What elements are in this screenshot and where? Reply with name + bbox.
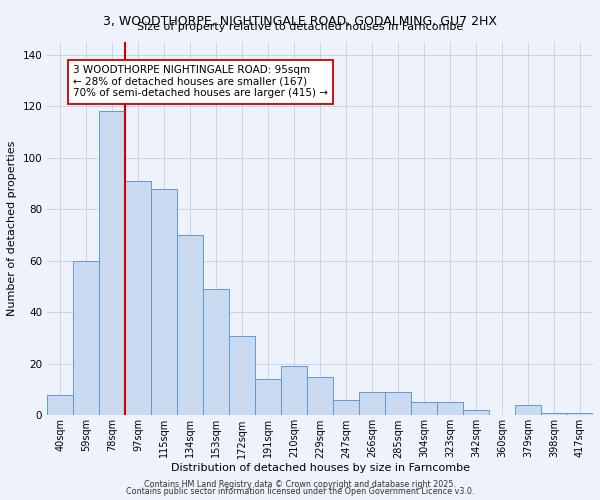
Bar — [151, 188, 177, 416]
Bar — [567, 413, 593, 416]
Bar — [177, 235, 203, 416]
Bar — [307, 376, 333, 416]
Text: 3 WOODTHORPE NIGHTINGALE ROAD: 95sqm
← 28% of detached houses are smaller (167)
: 3 WOODTHORPE NIGHTINGALE ROAD: 95sqm ← 2… — [73, 65, 328, 98]
Bar — [255, 380, 281, 416]
Bar — [385, 392, 411, 415]
Bar — [229, 336, 255, 415]
Bar — [437, 402, 463, 415]
Text: Size of property relative to detached houses in Farncombe: Size of property relative to detached ho… — [137, 22, 463, 32]
Bar — [359, 392, 385, 415]
Text: Contains public sector information licensed under the Open Government Licence v3: Contains public sector information licen… — [126, 488, 474, 496]
Bar — [125, 181, 151, 416]
Bar — [463, 410, 489, 416]
Bar — [99, 112, 125, 416]
Y-axis label: Number of detached properties: Number of detached properties — [7, 141, 17, 316]
Bar — [541, 413, 567, 416]
Bar — [281, 366, 307, 416]
Bar — [203, 289, 229, 416]
Bar — [333, 400, 359, 415]
Bar — [73, 261, 99, 416]
Bar — [515, 405, 541, 415]
Text: Contains HM Land Registry data © Crown copyright and database right 2025.: Contains HM Land Registry data © Crown c… — [144, 480, 456, 489]
X-axis label: Distribution of detached houses by size in Farncombe: Distribution of detached houses by size … — [170, 463, 470, 473]
Text: 3, WOODTHORPE, NIGHTINGALE ROAD, GODALMING, GU7 2HX: 3, WOODTHORPE, NIGHTINGALE ROAD, GODALMI… — [103, 15, 497, 28]
Bar — [411, 402, 437, 415]
Bar — [47, 394, 73, 415]
